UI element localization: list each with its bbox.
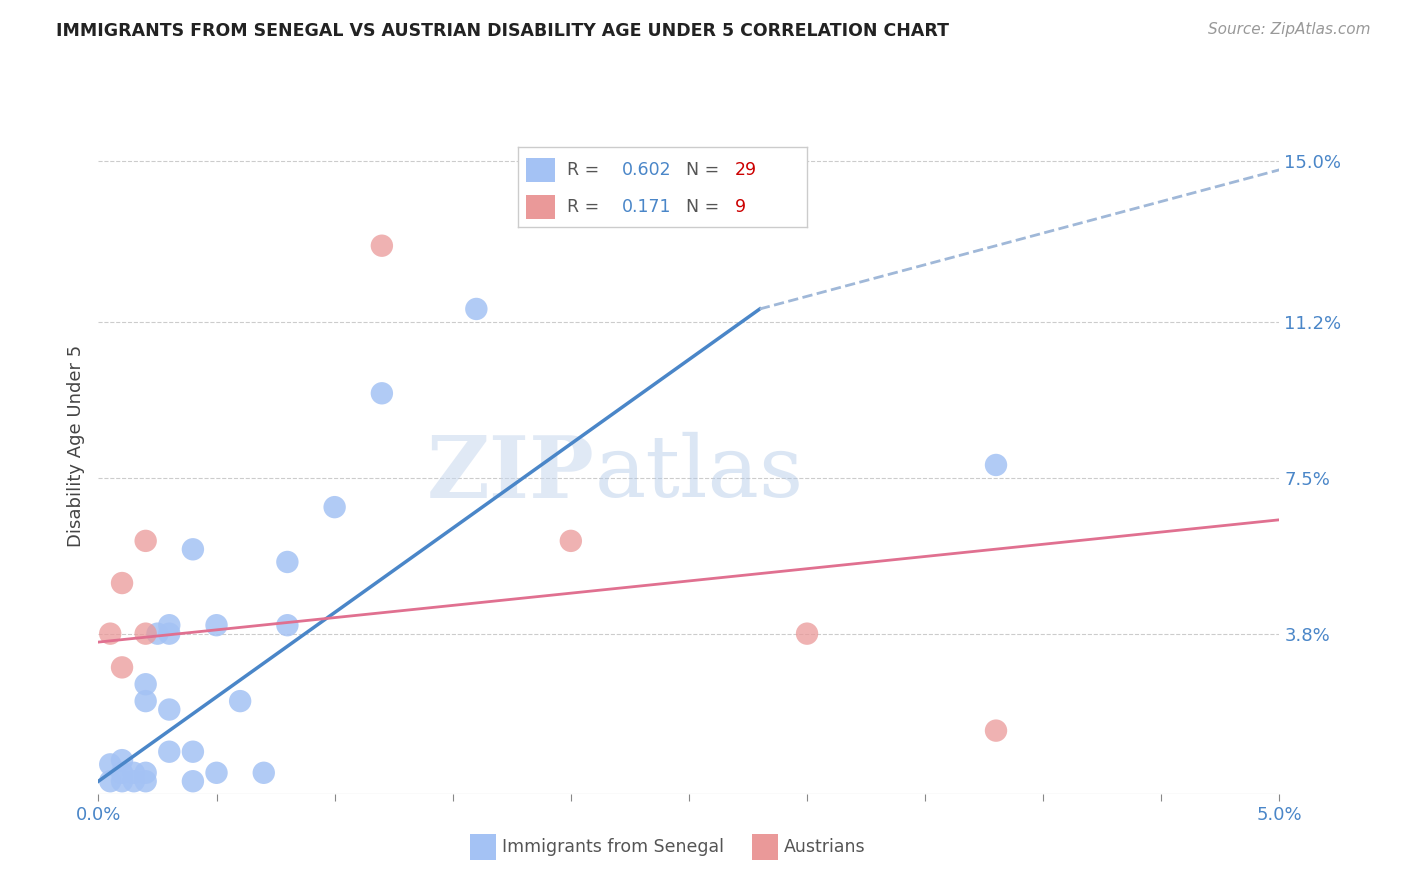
Point	[984, 458, 1007, 472]
Point	[135, 677, 157, 691]
Point	[181, 745, 204, 759]
Text: atlas: atlas	[595, 433, 804, 516]
Point	[323, 500, 346, 515]
Point	[98, 626, 121, 640]
Point	[205, 618, 228, 632]
Point	[122, 774, 145, 789]
Point	[111, 753, 134, 767]
Point	[205, 765, 228, 780]
Point	[229, 694, 252, 708]
Point	[276, 555, 298, 569]
Point	[98, 774, 121, 789]
Point	[984, 723, 1007, 738]
Point	[111, 765, 134, 780]
Y-axis label: Disability Age Under 5: Disability Age Under 5	[66, 345, 84, 547]
Point	[111, 660, 134, 674]
Point	[560, 533, 582, 548]
Point	[135, 774, 157, 789]
Point	[157, 745, 180, 759]
Text: Immigrants from Senegal: Immigrants from Senegal	[502, 838, 724, 855]
Point	[135, 533, 157, 548]
Text: IMMIGRANTS FROM SENEGAL VS AUSTRIAN DISABILITY AGE UNDER 5 CORRELATION CHART: IMMIGRANTS FROM SENEGAL VS AUSTRIAN DISA…	[56, 22, 949, 40]
Point	[135, 765, 157, 780]
Text: ZIP: ZIP	[426, 432, 595, 516]
Point	[146, 626, 169, 640]
Point	[253, 765, 276, 780]
Point	[135, 626, 157, 640]
Point	[111, 576, 134, 591]
Point	[157, 702, 180, 716]
Text: Source: ZipAtlas.com: Source: ZipAtlas.com	[1208, 22, 1371, 37]
Point	[181, 774, 204, 789]
FancyBboxPatch shape	[752, 833, 778, 860]
FancyBboxPatch shape	[471, 833, 496, 860]
Point	[122, 765, 145, 780]
Text: Austrians: Austrians	[783, 838, 865, 855]
Point	[157, 618, 180, 632]
Point	[135, 694, 157, 708]
Point	[157, 626, 180, 640]
Point	[465, 301, 488, 316]
Point	[796, 626, 818, 640]
Point	[371, 386, 394, 401]
Point	[98, 757, 121, 772]
Point	[276, 618, 298, 632]
Point	[111, 774, 134, 789]
Point	[181, 542, 204, 557]
Point	[371, 238, 394, 252]
